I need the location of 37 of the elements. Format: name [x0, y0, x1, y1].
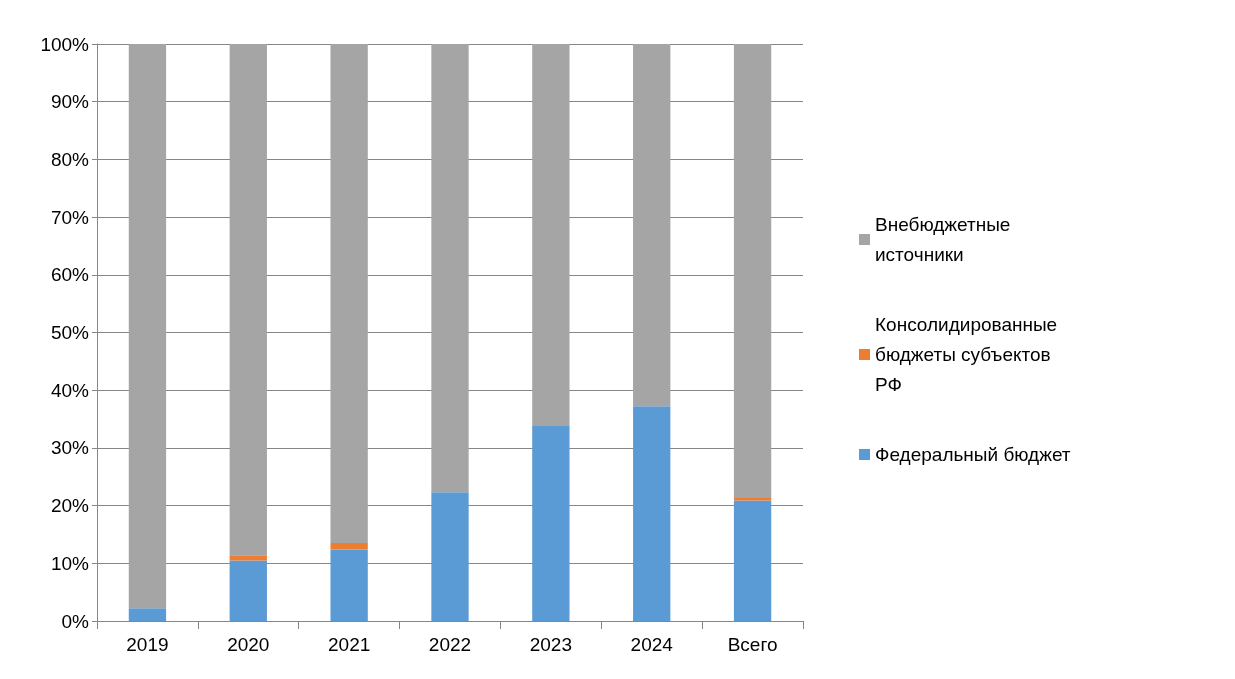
legend-label: Внебюджетные источники: [875, 214, 1016, 265]
x-tick-label: 2024: [630, 634, 674, 655]
bar: [330, 549, 368, 621]
x-tick-label: 2022: [428, 634, 472, 655]
y-tick-label: 40%: [50, 379, 90, 401]
y-tick-label: 10%: [50, 552, 90, 574]
y-tick-label: 80%: [50, 148, 90, 170]
bar: [330, 44, 368, 544]
x-tick-label: 2020: [227, 634, 270, 655]
bar: [633, 406, 671, 621]
legend-label: Федеральный бюджет: [875, 444, 1071, 465]
y-tick-label: 60%: [50, 264, 90, 286]
x-tick-label: 2019: [126, 634, 169, 655]
bar: [128, 608, 167, 621]
bar: [733, 500, 772, 621]
y-tick-label: 20%: [50, 495, 90, 517]
y-tick-label: 50%: [50, 322, 90, 343]
bar: [330, 543, 368, 550]
bar: [532, 425, 570, 621]
bar: [633, 44, 671, 407]
x-tick-label: 2023: [529, 634, 572, 655]
y-tick-label: 70%: [50, 206, 90, 228]
bar: [128, 44, 167, 609]
legend-label: Консолидированные бюджеты субъектов РФ: [875, 314, 1063, 395]
y-tick-label: 30%: [50, 437, 90, 459]
y-tick-label: 0%: [61, 610, 90, 632]
y-tick-label: 90%: [50, 91, 90, 113]
bar: [229, 44, 267, 556]
bar: [229, 560, 267, 621]
y-tick-label: 100%: [40, 33, 90, 55]
bar: [532, 44, 570, 426]
x-tick-label: 2021: [328, 634, 371, 655]
bar: [733, 44, 772, 499]
bar: [431, 44, 469, 493]
bar: [229, 555, 267, 561]
x-tick-label: Всего: [727, 634, 778, 655]
bar: [431, 492, 469, 621]
